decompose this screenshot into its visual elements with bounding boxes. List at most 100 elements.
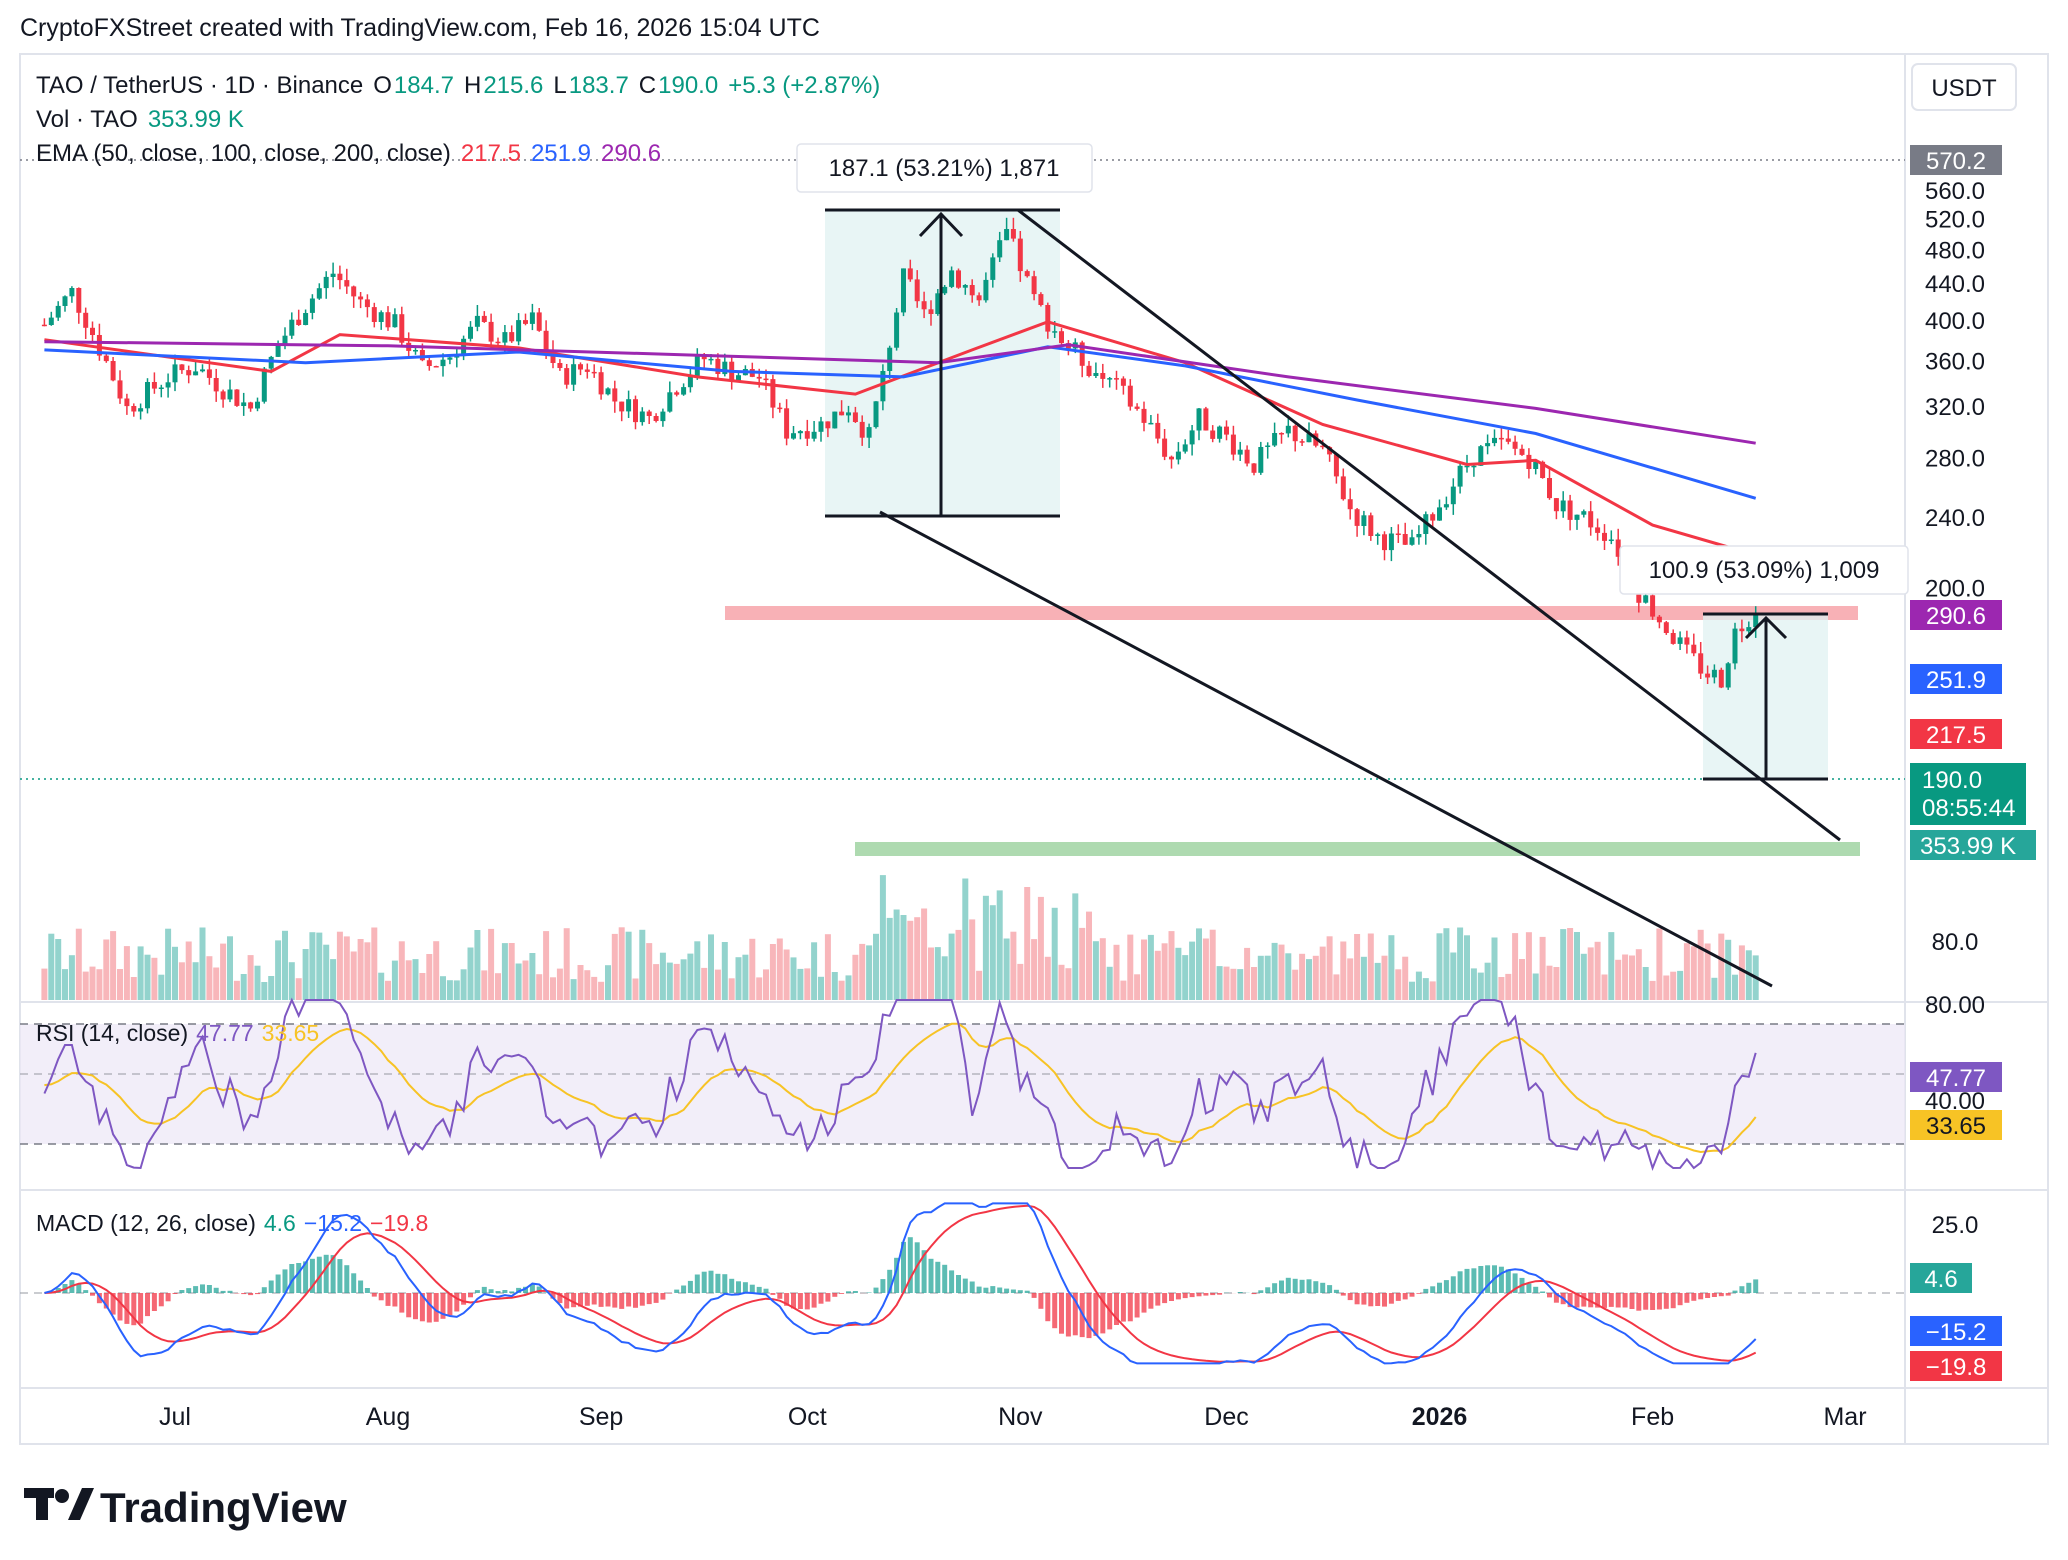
volume-bar (701, 967, 708, 1000)
volume-bar (240, 974, 247, 1000)
volume-bar (1422, 978, 1429, 1000)
macd-hist-bar (131, 1293, 137, 1326)
candle-body (653, 416, 659, 421)
candle-body (275, 345, 281, 357)
macd-hist-bar (103, 1293, 109, 1309)
candle-body (1114, 378, 1119, 380)
macd-hist-bar (268, 1280, 274, 1293)
volume-bar (570, 979, 577, 1000)
volume-bar (646, 943, 653, 1000)
rsi-legend[interactable]: RSI (14, close) 47.77 33.65 (36, 1020, 327, 1047)
lower-trendline[interactable] (879, 510, 1773, 988)
volume-bar (1574, 932, 1580, 1000)
currency-selector[interactable] (1911, 63, 2017, 111)
time-tick: 2026 (1412, 1403, 1468, 1431)
price-tick: 320.0 (1925, 394, 1985, 421)
macd-hist-bar (1327, 1285, 1333, 1293)
volume-bar (1209, 929, 1216, 1000)
macd-hist-bar (227, 1290, 233, 1293)
candle-body (591, 371, 597, 374)
volume-bar (1429, 981, 1436, 1000)
candle-body (468, 326, 473, 339)
volume-bar (426, 954, 433, 1000)
volume-legend[interactable]: Vol · TAO 353.99 K (36, 106, 254, 134)
candle-body (1471, 465, 1477, 468)
price-tick: 80.0 (1932, 929, 1979, 956)
badge-high: 570.2 (1910, 145, 2002, 175)
symbol-name[interactable]: TAO / TetherUS · 1D · Binance (36, 72, 364, 99)
macd-hist-bar (413, 1293, 418, 1320)
macd-hist-bar (1698, 1293, 1704, 1300)
volume-bar (515, 963, 522, 1000)
macd-hist-bar (529, 1284, 535, 1293)
upper-trendline[interactable] (1017, 208, 1841, 842)
macd-hist-bar (255, 1293, 260, 1295)
close-value: 190.0 (658, 72, 719, 99)
candle-body (1656, 616, 1662, 623)
macd-legend[interactable]: MACD (12, 26, close) 4.6 −15.2 −19.8 (36, 1210, 436, 1237)
macd-hist-bar (1333, 1289, 1339, 1293)
macd-hist-bar (1718, 1293, 1724, 1297)
measure-2-arrowhead (1744, 615, 1788, 640)
ema50-line (44, 320, 1757, 557)
macd-hist-bar (1368, 1293, 1374, 1307)
macd-hist-bar (1471, 1268, 1477, 1293)
volume-bar (1546, 965, 1553, 1000)
candle-body (1718, 669, 1724, 688)
volume-bar (694, 941, 701, 1000)
candle-body (1292, 425, 1298, 442)
time-axis[interactable]: Jul Aug Sep Oct Nov Dec 2026 Feb Mar (159, 1403, 1867, 1431)
support-zone[interactable] (855, 842, 1860, 856)
low-label: L (553, 72, 567, 99)
ema-legend[interactable]: EMA (50, close, 100, close, 200, close) 2… (36, 140, 671, 168)
resistance-zone[interactable] (725, 606, 1858, 620)
tradingview-logo-text: TradingView (100, 1484, 347, 1531)
volume-bar (391, 960, 398, 1000)
volume-bar (1388, 935, 1395, 1000)
macd-hist-bar (358, 1280, 364, 1293)
volume-bar (1299, 953, 1306, 1000)
symbol-legend[interactable]: TAO / TetherUS · 1D · Binance O184.7 H215.… (36, 72, 890, 100)
volume-bar (213, 967, 220, 1000)
volume-bar (316, 932, 323, 1000)
macd-hist-bar (399, 1293, 405, 1313)
candle-body (474, 315, 480, 327)
candle-body (41, 324, 47, 327)
macd-hist-bar (1175, 1293, 1181, 1300)
macd-hist-bar (584, 1293, 590, 1306)
candle-body (619, 401, 625, 412)
macd-hist-bar (949, 1270, 955, 1293)
macd-hist-bar (1705, 1293, 1711, 1298)
candle-body (1732, 628, 1738, 664)
volume-bar (82, 971, 89, 1000)
macd-hist-bar (1052, 1293, 1058, 1329)
volume-bar (591, 976, 598, 1000)
volume-bar (563, 928, 570, 1000)
macd-hist-bar (894, 1257, 900, 1293)
volume-bar (879, 875, 886, 1000)
ema-lines (44, 320, 1757, 557)
badge-rsi: 47.77 (1910, 1062, 2002, 1092)
measure-1-label-box (796, 143, 1093, 193)
macd-hist-bar (488, 1289, 494, 1293)
candle-body (880, 371, 886, 402)
candle-body (536, 312, 542, 331)
volume-bar (206, 956, 213, 1000)
candle-body (48, 317, 54, 325)
macd-hist-bar (907, 1237, 913, 1293)
chart-header: CryptoFXStreet created with TradingView.… (20, 14, 820, 42)
candle-body (1485, 443, 1491, 447)
rsi-ma-value: 33.65 (261, 1020, 320, 1046)
macd-hist-bar (261, 1287, 267, 1293)
candle-body (1602, 532, 1607, 541)
candle-body (179, 364, 185, 371)
volume-bar (1312, 955, 1319, 1000)
volume-bar (1594, 941, 1601, 1000)
volume-bar (1202, 938, 1209, 1000)
volume-bar (529, 953, 536, 1000)
candle-body (832, 411, 838, 429)
candle-body (1052, 331, 1058, 333)
macd-hist-bar (1553, 1293, 1559, 1303)
badge-ema100: 251.9 (1910, 664, 2002, 694)
